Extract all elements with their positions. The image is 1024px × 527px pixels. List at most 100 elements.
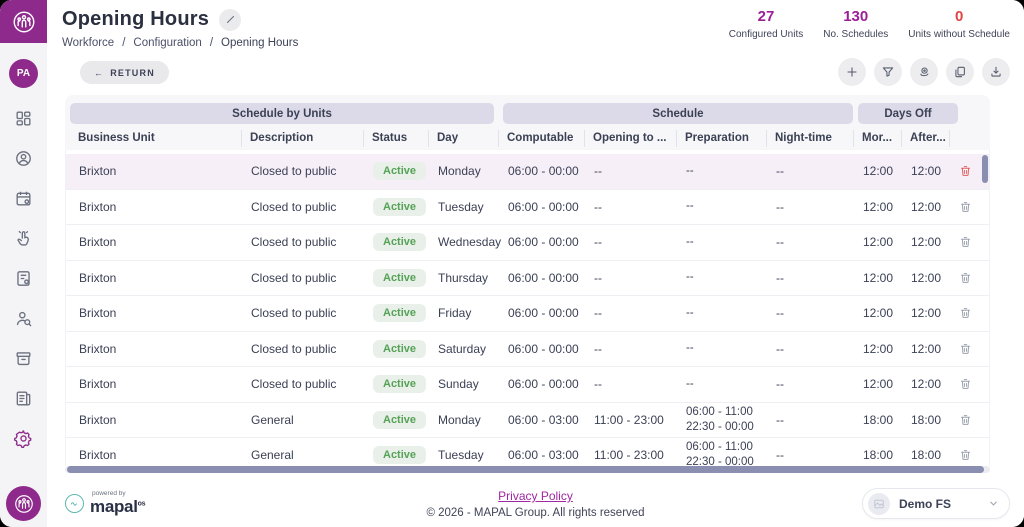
table-row[interactable]: Brixton Closed to public Active Thursday…	[66, 260, 989, 296]
horizontal-scrollbar-thumb[interactable]	[67, 466, 984, 473]
group-header-schedule: Schedule	[503, 103, 853, 124]
breadcrumb-separator: /	[209, 37, 214, 49]
filter-button[interactable]	[874, 58, 902, 86]
sidebar-item-document-settings[interactable]	[10, 264, 38, 292]
cell-day: Monday	[438, 412, 481, 427]
breadcrumb: Workforce / Configuration / Opening Hour…	[62, 37, 298, 49]
sidebar-item-touch-actions[interactable]	[10, 224, 38, 252]
cell-night-time: --	[776, 377, 784, 392]
cell-day: Monday	[438, 164, 481, 179]
sidebar-item-calendar-settings[interactable]	[10, 184, 38, 212]
table-row[interactable]: Brixton General Active Tuesday 06:00 - 0…	[66, 438, 989, 466]
stat-no-schedules: 130 No. Schedules	[823, 8, 889, 40]
cell-morning: 12:00	[863, 341, 894, 356]
location-button[interactable]	[910, 58, 938, 86]
cell-computable: 06:00 - 00:00	[508, 377, 579, 392]
cell-day: Friday	[438, 306, 472, 321]
sidebar-item-reports[interactable]	[10, 384, 38, 412]
cell-opening-to: --	[594, 341, 602, 356]
table-row[interactable]: Brixton Closed to public Active Sunday 0…	[66, 367, 989, 403]
table-row[interactable]: Brixton Closed to public Active Friday 0…	[66, 296, 989, 332]
horizontal-scrollbar[interactable]	[65, 466, 990, 473]
column-preparation: Preparation	[685, 129, 775, 147]
cell-status: Active	[373, 446, 438, 465]
cell-night-time: --	[776, 270, 784, 285]
table-body: Brixton Closed to public Active Monday 0…	[65, 150, 990, 466]
delete-row-button[interactable]	[959, 200, 972, 214]
dashboard-icon	[14, 109, 33, 128]
mapal-wordmark: mapal	[90, 497, 138, 516]
copy-button[interactable]	[946, 58, 974, 86]
cell-computable: 06:00 - 03:00	[508, 412, 579, 427]
stat-label: Units without Schedule	[908, 28, 1010, 40]
download-button[interactable]	[982, 58, 1010, 86]
cell-afternoon: 12:00	[911, 164, 942, 179]
cell-afternoon: 12:00	[911, 341, 942, 356]
table-row[interactable]: Brixton Closed to public Active Saturday…	[66, 331, 989, 367]
cell-computable: 06:00 - 00:00	[508, 341, 579, 356]
return-label: RETURN	[110, 67, 155, 78]
sidebar: PA	[0, 0, 47, 527]
group-header-days-off: Days Off	[858, 103, 958, 124]
main-content: Opening Hours Workforce / Configuration …	[47, 0, 1024, 527]
delete-row-button[interactable]	[959, 448, 972, 462]
copy-icon	[953, 65, 967, 79]
sidebar-item-archive[interactable]	[10, 344, 38, 372]
cell-day: Wednesday	[438, 235, 502, 250]
breadcrumb-workforce[interactable]: Workforce	[62, 37, 115, 49]
delete-row-button[interactable]	[959, 164, 972, 178]
stat-value: 0	[954, 8, 964, 25]
cell-afternoon: 18:00	[911, 412, 942, 427]
table-row[interactable]: Brixton General Active Monday 06:00 - 03…	[66, 402, 989, 438]
cell-business-unit: Brixton	[79, 164, 117, 179]
cell-afternoon: 12:00	[911, 199, 942, 214]
cell-business-unit: Brixton	[79, 341, 117, 356]
bottom-logo-avatar[interactable]	[6, 486, 41, 521]
user-circle-icon	[14, 149, 33, 168]
sidebar-item-dashboard[interactable]	[10, 104, 38, 132]
sidebar-item-people-search[interactable]	[10, 304, 38, 332]
table-row[interactable]: Brixton Closed to public Active Monday 0…	[66, 154, 989, 190]
cell-day: Saturday	[438, 341, 487, 356]
sidebar-item-settings[interactable]	[10, 424, 38, 452]
mapal-os-label: os	[137, 500, 146, 508]
cell-opening-to: --	[594, 235, 602, 250]
add-button[interactable]	[838, 58, 866, 86]
column-business-unit: Business Unit	[78, 129, 250, 147]
edit-title-button[interactable]	[219, 8, 242, 31]
mapal-logo-icon	[13, 493, 35, 515]
delete-row-button[interactable]	[959, 413, 972, 427]
privacy-policy-link[interactable]: Privacy Policy	[498, 489, 573, 503]
stat-label: No. Schedules	[823, 28, 889, 40]
copyright-text: © 2026 - MAPAL Group. All rights reserve…	[426, 507, 645, 519]
delete-row-button[interactable]	[959, 377, 972, 391]
vertical-scrollbar-thumb[interactable]	[982, 155, 988, 183]
cell-description: Closed to public	[251, 199, 337, 214]
user-avatar[interactable]: PA	[9, 59, 38, 88]
column-headers: Business Unit Description Status Day Com…	[65, 125, 990, 150]
mapal-os-icon	[65, 494, 84, 513]
delete-row-button[interactable]	[959, 235, 972, 249]
delete-row-button[interactable]	[959, 271, 972, 285]
delete-row-button[interactable]	[959, 306, 972, 320]
status-badge: Active	[373, 197, 427, 216]
column-day: Day	[437, 129, 507, 147]
return-button[interactable]: ← RETURN	[80, 61, 169, 84]
table-row[interactable]: Brixton Closed to public Active Wednesda…	[66, 225, 989, 261]
opening-hours-table: Schedule by Units Schedule Days Off Busi…	[65, 95, 990, 473]
cell-business-unit: Brixton	[79, 377, 117, 392]
cell-description: Closed to public	[251, 235, 337, 250]
cell-preparation: 06:00 - 11:00 22:30 - 00:00	[686, 405, 754, 433]
status-badge: Active	[373, 410, 427, 429]
app-logo-button[interactable]	[0, 0, 47, 43]
cell-opening-to: --	[594, 377, 602, 392]
cell-preparation: --	[686, 200, 694, 213]
breadcrumb-configuration[interactable]: Configuration	[133, 37, 202, 49]
tenant-selector[interactable]: Demo FS	[862, 488, 1010, 519]
status-badge: Active	[373, 162, 427, 181]
sidebar-item-profile[interactable]	[10, 144, 38, 172]
cell-afternoon: 12:00	[911, 306, 942, 321]
delete-row-button[interactable]	[959, 342, 972, 356]
cell-night-time: --	[776, 164, 784, 179]
table-row[interactable]: Brixton Closed to public Active Tuesday …	[66, 189, 989, 225]
